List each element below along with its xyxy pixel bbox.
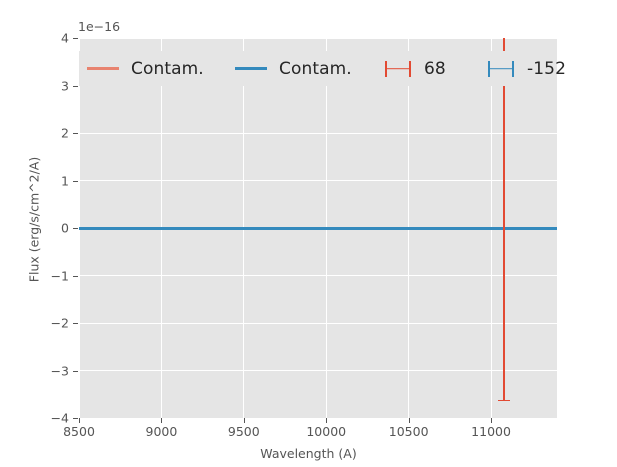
- y-axis-label: Flux (erg/s/cm^2/A): [26, 156, 42, 283]
- legend-line-swatch-icon: [87, 67, 119, 70]
- legend-line-swatch-icon: [235, 67, 267, 70]
- y-tick-mark: [73, 85, 78, 87]
- y-tick-label: −4: [50, 410, 69, 426]
- plot-area: [79, 38, 557, 418]
- y-tick-mark: [73, 275, 78, 277]
- x-tick-label: 11000: [471, 424, 511, 439]
- x-tick-label: 9000: [145, 424, 178, 439]
- y-tick-label: 2: [61, 125, 69, 141]
- legend-errorbar-swatch-icon: [486, 60, 516, 77]
- y-tick-label: 4: [61, 30, 69, 46]
- y-axis-offset-text: 1e−16: [78, 19, 121, 34]
- legend-entry-2[interactable]: 68: [383, 59, 486, 79]
- y-tick-label: −1: [50, 268, 69, 283]
- data-line-1: [161, 226, 244, 230]
- y-tick-label: −3: [50, 363, 69, 378]
- x-tick-mark: [326, 418, 328, 423]
- y-tick-mark: [73, 180, 78, 182]
- y-tick-label: 1: [61, 173, 69, 188]
- gridline-horizontal: [79, 417, 557, 418]
- y-tick-label: −2: [50, 315, 69, 331]
- gridline-horizontal: [79, 180, 557, 181]
- chart-legend[interactable]: Contam. Contam. 68 -152: [79, 51, 566, 86]
- gridline-horizontal: [79, 370, 557, 371]
- legend-entry-3[interactable]: -152: [486, 59, 566, 79]
- x-tick-mark: [79, 418, 80, 423]
- data-line-1: [243, 226, 327, 230]
- y-tick-mark: [73, 228, 78, 229]
- legend-entry-1[interactable]: Contam.: [235, 59, 383, 79]
- x-axis-label: Wavelength (A): [260, 446, 357, 461]
- data-line-1: [408, 226, 492, 230]
- y-tick-mark: [73, 418, 78, 419]
- data-line-1: [79, 226, 162, 230]
- legend-label: 68: [424, 58, 446, 79]
- x-tick-label: 8500: [63, 424, 95, 439]
- y-tick-mark: [73, 370, 78, 372]
- gridline-horizontal: [79, 38, 557, 39]
- x-tick-mark: [491, 418, 493, 423]
- x-tick-label: 10000: [306, 424, 347, 439]
- legend-errorbar-swatch-icon: [383, 60, 413, 77]
- y-tick-label: 3: [61, 78, 69, 93]
- data-line-1: [326, 226, 409, 230]
- y-tick-mark: [73, 38, 78, 39]
- legend-label: Contam.: [279, 58, 352, 79]
- errorbar-2: [498, 38, 511, 402]
- legend-label: Contam.: [131, 58, 204, 79]
- legend-entry-0[interactable]: Contam.: [87, 59, 235, 79]
- y-tick-mark: [73, 323, 78, 324]
- x-tick-mark: [408, 418, 410, 423]
- gridline-horizontal: [79, 275, 557, 276]
- x-tick-mark: [243, 418, 245, 423]
- y-tick-mark: [73, 133, 78, 134]
- errorbar-cap-bottom: [498, 399, 511, 402]
- x-tick-mark: [161, 418, 163, 423]
- data-line-1: [491, 226, 557, 230]
- x-tick-label: 9500: [227, 424, 260, 439]
- gridline-horizontal: [79, 322, 557, 324]
- gridline-horizontal: [79, 132, 557, 134]
- x-tick-label: 10500: [388, 424, 429, 439]
- y-tick-label: 0: [61, 220, 69, 236]
- legend-label: -152: [527, 58, 566, 79]
